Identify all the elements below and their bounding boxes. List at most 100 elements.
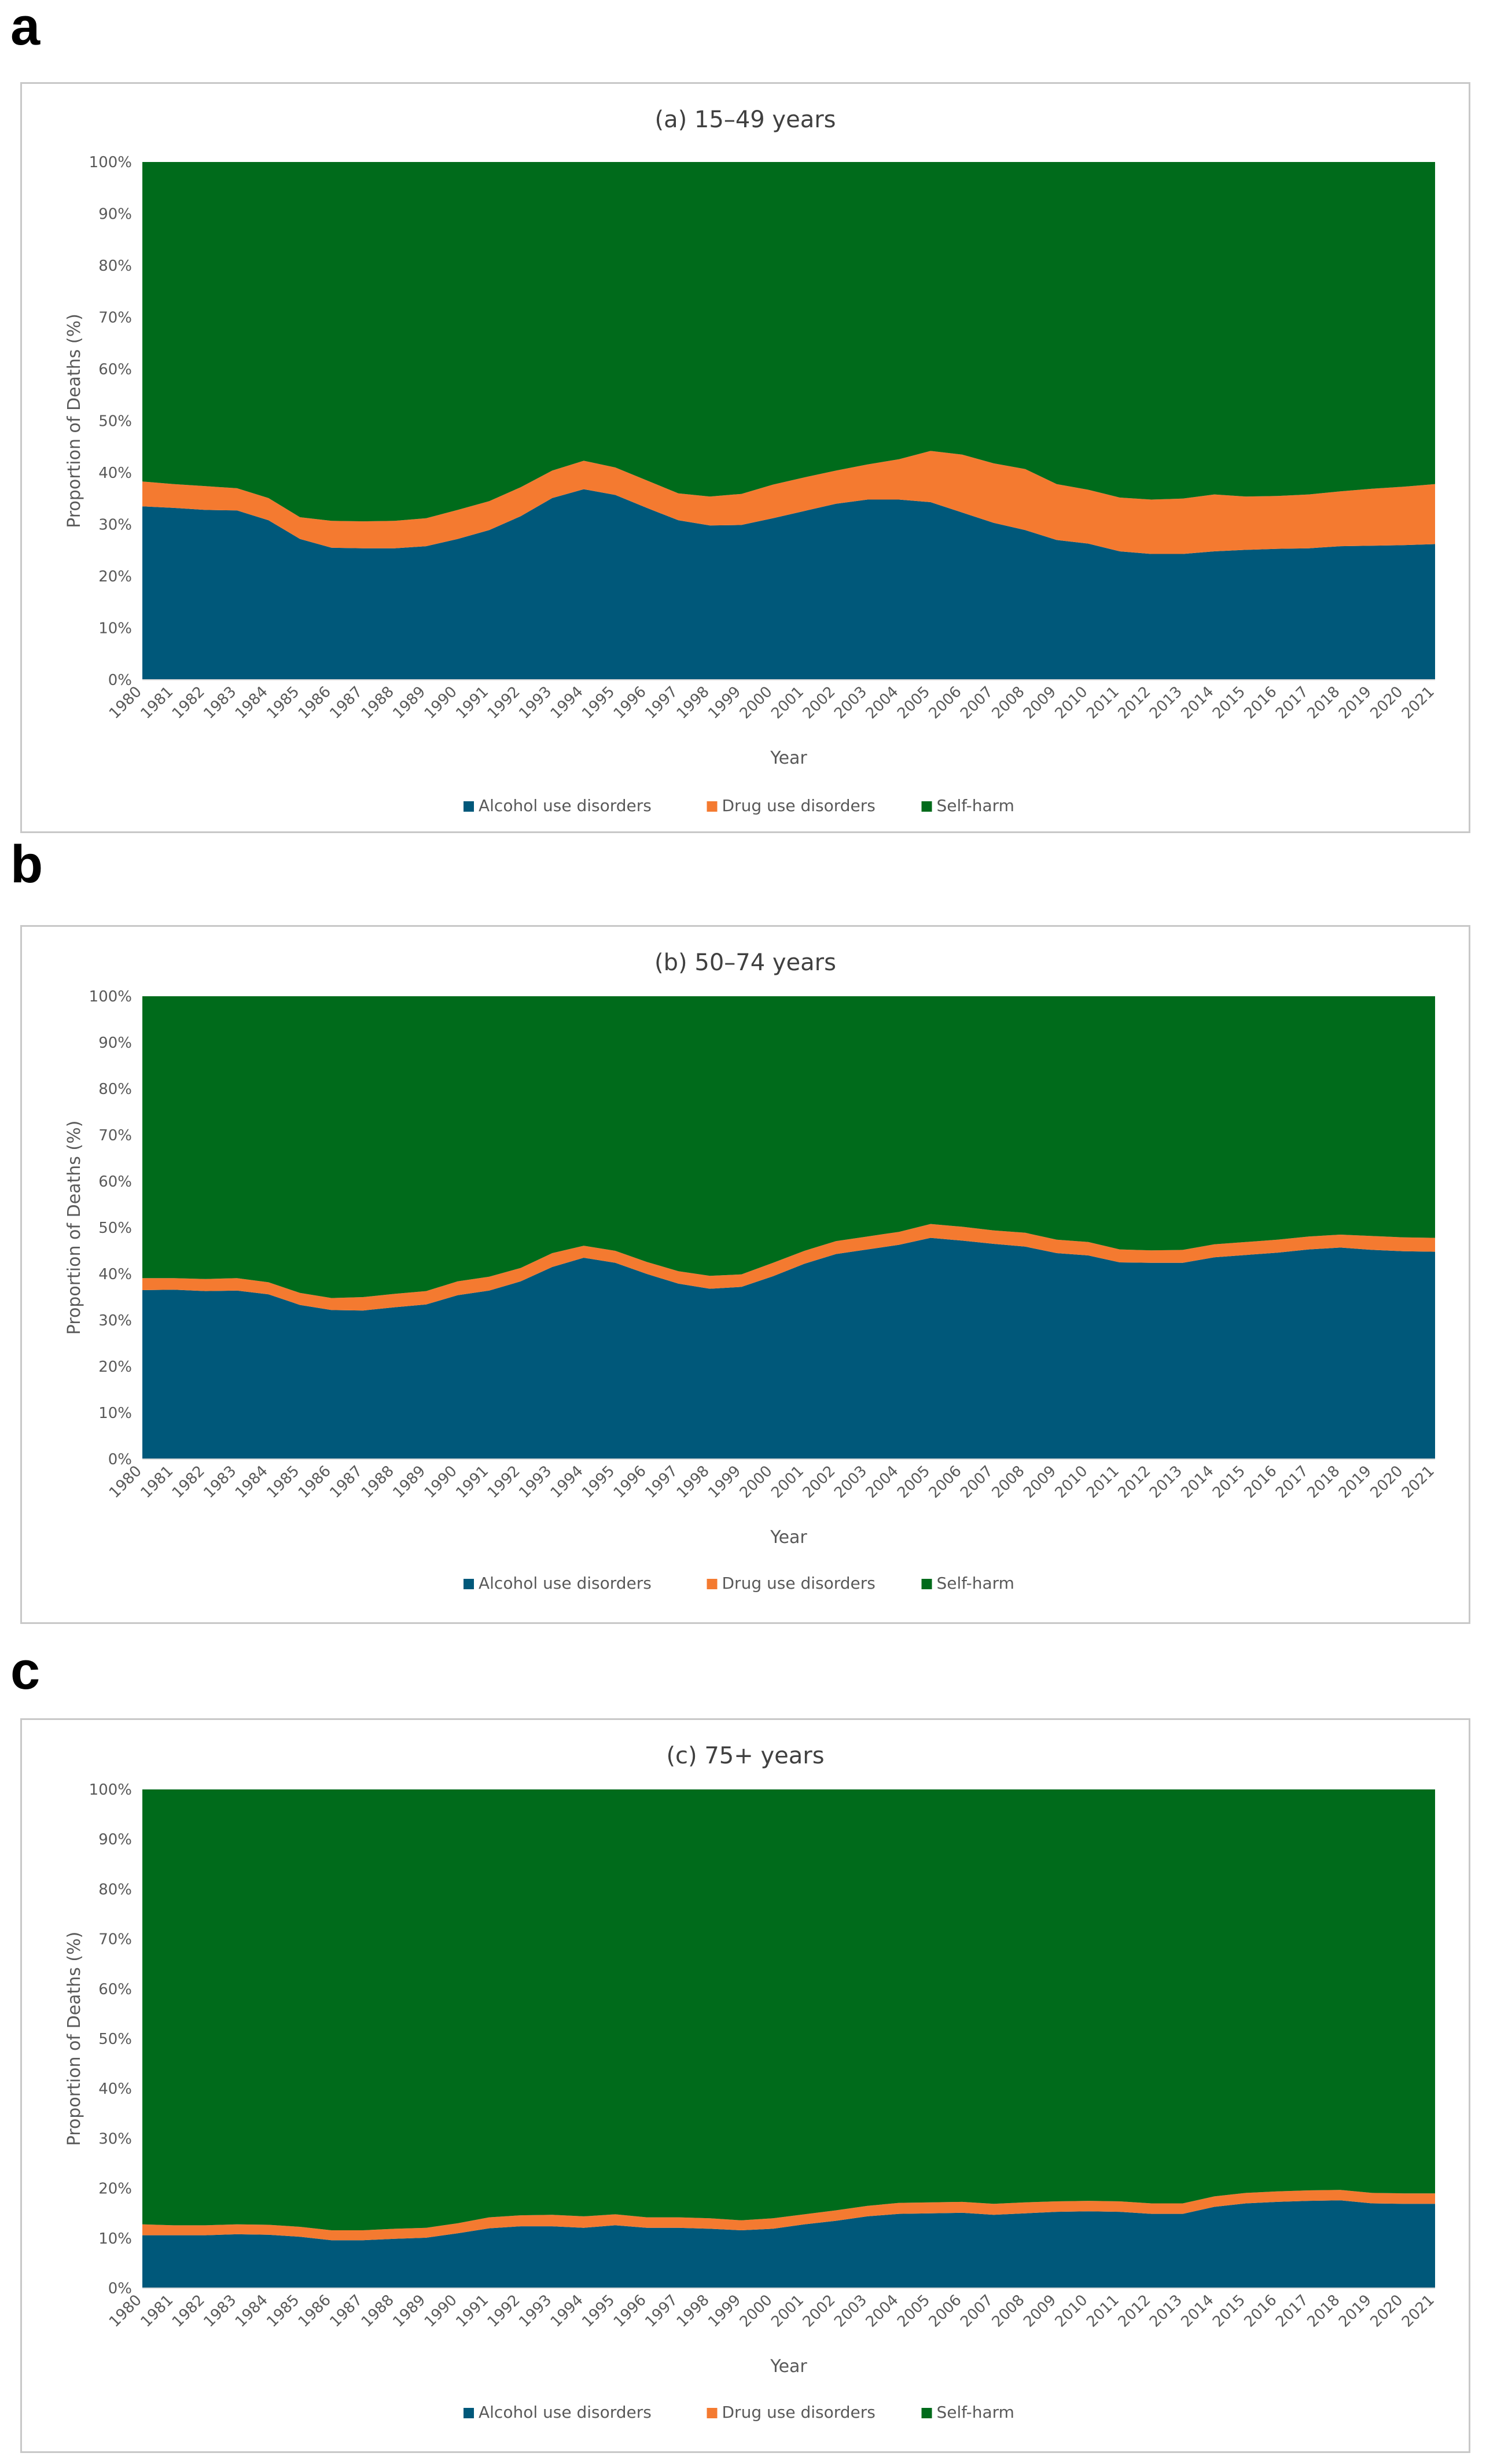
y-tick-label: 100% — [89, 154, 132, 171]
x-tick-label: 2014 — [1178, 683, 1218, 723]
y-tick-label: 90% — [98, 206, 132, 223]
legend-swatch — [707, 2408, 718, 2418]
x-tick-label: 1992 — [484, 683, 524, 723]
y-axis-label: Proportion of Deaths (%) — [64, 1932, 84, 2146]
y-axis-label: Proportion of Deaths (%) — [64, 1121, 84, 1335]
y-tick-label: 70% — [98, 1127, 132, 1144]
x-tick-label: 1987 — [326, 683, 366, 723]
x-tick-label: 2015 — [1209, 2292, 1249, 2331]
x-tick-label: 1996 — [610, 1463, 650, 1502]
x-tick-label: 1990 — [421, 2292, 461, 2331]
legend-label: Drug use disorders — [722, 2403, 876, 2422]
x-tick-label: 2018 — [1304, 2292, 1343, 2331]
x-tick-label: 2014 — [1178, 2292, 1218, 2331]
x-tick-label: 2004 — [863, 2292, 902, 2331]
x-tick-label: 2002 — [800, 683, 839, 723]
x-tick-label: 2011 — [1083, 1463, 1123, 1502]
x-tick-label: 2009 — [1020, 1463, 1060, 1502]
area-alcohol-use-disorders — [142, 1237, 1435, 1459]
x-tick-label: 2000 — [737, 1463, 776, 1502]
x-tick-label: 1983 — [200, 683, 240, 723]
x-tick-label: 1986 — [295, 1463, 334, 1502]
x-tick-label: 1996 — [610, 683, 650, 723]
x-tick-label: 2003 — [831, 1463, 870, 1502]
x-axis-label: Year — [770, 748, 807, 768]
x-tick-label: 2009 — [1020, 2292, 1060, 2331]
legend-swatch — [707, 801, 718, 812]
y-tick-label: 40% — [98, 465, 132, 482]
legend-swatch — [921, 801, 932, 812]
x-tick-label: 2008 — [989, 2292, 1028, 2331]
legend-label: Self-harm — [937, 796, 1014, 815]
x-tick-label: 2010 — [1052, 2292, 1091, 2331]
x-tick-label: 1986 — [295, 683, 334, 723]
x-tick-label: 2001 — [768, 1463, 807, 1502]
x-tick-label: 2021 — [1399, 2292, 1438, 2331]
x-tick-label: 1997 — [642, 1463, 681, 1502]
x-axis-ticks: 1980198119821983198419851986198719881989… — [106, 1463, 1438, 1502]
x-tick-label: 2000 — [737, 683, 776, 723]
legend-label: Self-harm — [937, 2403, 1014, 2422]
x-tick-label: 2013 — [1146, 1463, 1186, 1502]
x-tick-label: 2006 — [926, 683, 965, 723]
y-axis-ticks: 0% 10% 20% 30% 40% 50% 60% 70% 80% 90% 100% — [89, 154, 132, 689]
x-tick-label: 1981 — [137, 683, 176, 723]
x-tick-label: 2006 — [926, 1463, 965, 1502]
x-tick-label: 2018 — [1304, 1463, 1343, 1502]
x-tick-label: 1999 — [705, 2292, 744, 2331]
chart-panel-c: (c) 75+ years 0% 10% 20% 30% 40% 50% 60% 70% 80%… — [20, 1718, 1470, 2453]
y-tick-label: 70% — [98, 310, 132, 327]
y-tick-label: 50% — [98, 1220, 132, 1237]
y-axis-ticks: 0% 10% 20% 30% 40% 50% 60% 70% 80% 90% 100% — [89, 1781, 132, 2297]
chart-panel-a: (a) 15–49 years 0% 10% 20% 30% 40% 50% 60% 70% 8… — [20, 82, 1470, 833]
y-tick-label: 30% — [98, 2130, 132, 2148]
x-tick-label: 2005 — [894, 2292, 933, 2331]
stacked-areas — [142, 996, 1435, 1459]
x-tick-label: 2007 — [957, 683, 996, 723]
x-tick-label: 1990 — [421, 683, 461, 723]
x-axis-label: Year — [770, 1527, 807, 1548]
x-tick-label: 2020 — [1367, 683, 1406, 723]
x-tick-label: 1993 — [516, 683, 555, 723]
x-tick-label: 2007 — [957, 1463, 996, 1502]
x-tick-label: 1994 — [547, 2292, 587, 2331]
x-tick-label: 2001 — [768, 2292, 807, 2331]
y-tick-label: 20% — [98, 1358, 132, 1376]
legend: Alcohol use disorders Drug use disorders S… — [464, 2403, 1014, 2422]
chart-c-svg: (c) 75+ years 0% 10% 20% 30% 40% 50% 60% 70% 80%… — [64, 1743, 1438, 2422]
x-tick-label: 2021 — [1399, 1463, 1438, 1502]
x-tick-label: 2008 — [989, 683, 1028, 723]
x-tick-label: 2002 — [800, 1463, 839, 1502]
x-tick-label: 1988 — [358, 683, 398, 723]
x-tick-label: 1981 — [137, 2292, 176, 2331]
chart-title: (a) 15–49 years — [654, 106, 836, 133]
x-tick-label: 1988 — [358, 1463, 398, 1502]
x-tick-label: 2020 — [1367, 2292, 1406, 2331]
x-tick-label: 1991 — [453, 683, 492, 723]
x-tick-label: 2011 — [1083, 2292, 1123, 2331]
x-tick-label: 1992 — [484, 1463, 524, 1502]
chart-panel-b: (b) 50–74 years 0% 10% 20% 30% 40% 50% 60% 70% 8… — [20, 925, 1470, 1624]
x-tick-label: 2017 — [1272, 2292, 1312, 2331]
x-tick-label: 1995 — [579, 1463, 618, 1502]
y-tick-label: 10% — [98, 620, 132, 638]
x-tick-label: 1984 — [232, 1463, 271, 1502]
x-tick-label: 1990 — [421, 1463, 461, 1502]
legend-label: Drug use disorders — [722, 1574, 876, 1593]
x-tick-label: 1991 — [453, 2292, 492, 2331]
x-tick-label: 2021 — [1399, 683, 1438, 723]
x-tick-label: 1997 — [642, 2292, 681, 2331]
y-tick-label: 20% — [98, 2181, 132, 2198]
x-tick-label: 1987 — [326, 2292, 366, 2331]
legend: Alcohol use disorders Drug use disorders S… — [464, 796, 1014, 815]
x-tick-label: 1989 — [389, 1463, 429, 1502]
legend-swatch — [921, 2408, 932, 2418]
x-tick-label: 1995 — [579, 2292, 618, 2331]
y-tick-label: 60% — [98, 1173, 132, 1191]
x-tick-label: 2005 — [894, 683, 933, 723]
legend-swatch — [464, 801, 474, 812]
x-tick-label: 1985 — [263, 683, 303, 723]
x-tick-label: 1984 — [232, 2292, 271, 2331]
y-tick-label: 60% — [98, 361, 132, 378]
legend-swatch — [921, 1579, 932, 1589]
